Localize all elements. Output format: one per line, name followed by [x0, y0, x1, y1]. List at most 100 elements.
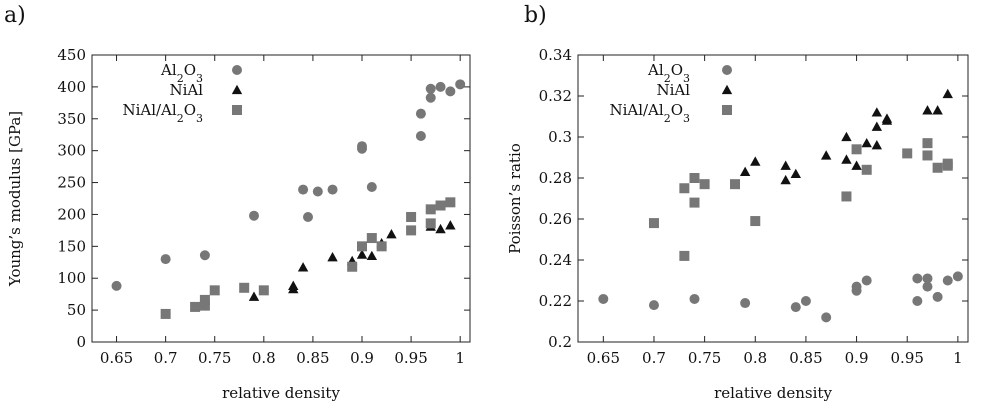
panel-b-poissons-ratio: b) 0.65 0.7 0.75 0.8 0.85 0.9 0.95 1 0.2 0.22 0.24 0… [506, 3, 969, 402]
legend-label: NiAl/Al2O3 [122, 101, 203, 125]
data-point-square [258, 285, 269, 296]
panel-label: a) [4, 3, 26, 28]
data-point-circle [415, 130, 426, 141]
y-tick-label: 100 [57, 269, 86, 287]
data-point-circle [312, 186, 323, 197]
legend-marker-triangle [231, 84, 243, 95]
y-tick-label: 150 [57, 237, 86, 255]
data-point-square [648, 218, 659, 229]
data-point-triangle [871, 140, 883, 150]
x-tick-label: 0.65 [100, 349, 133, 367]
panel-label: b) [524, 3, 547, 28]
x-tick-label: 0.7 [154, 349, 178, 367]
data-point-circle [298, 184, 309, 195]
series-circle [111, 79, 466, 291]
data-point-square [435, 200, 446, 211]
y-tick-label: 0.32 [539, 87, 572, 105]
data-point-circle [303, 211, 313, 222]
data-point-circle [952, 271, 963, 282]
data-point-circle [932, 291, 943, 302]
x-tick-label: 0.75 [688, 349, 721, 367]
data-point-square [425, 204, 436, 215]
data-point-square [689, 197, 700, 208]
data-point-triangle [841, 154, 852, 164]
y-tick-label: 0.2 [548, 333, 572, 351]
data-point-triangle [248, 291, 260, 301]
series-triangle [248, 220, 456, 301]
data-point-square [376, 241, 387, 252]
data-point-square [190, 301, 201, 312]
data-point-circle [800, 296, 811, 306]
data-point-circle [445, 86, 456, 97]
x-tick-label: 0.8 [743, 349, 767, 367]
x-tick-label: 0.95 [891, 349, 924, 367]
data-point-square [445, 197, 456, 208]
data-point-circle [861, 275, 872, 286]
data-point-circle [922, 273, 933, 284]
legend-marker-square [722, 105, 732, 115]
x-tick-label: 0.85 [296, 349, 329, 367]
series-circle [598, 271, 963, 323]
data-point-square [406, 225, 417, 236]
data-point-triangle [881, 113, 893, 123]
x-tick-label: 1 [953, 349, 963, 367]
y-tick-label: 350 [57, 110, 86, 128]
y-tick-label: 50 [67, 301, 86, 319]
y-tick-label: 0.34 [539, 46, 572, 64]
data-point-circle [366, 182, 377, 193]
data-point-triangle [780, 174, 791, 185]
data-point-square [199, 294, 210, 305]
legend-marker-circle [722, 65, 732, 75]
legend-label: NiAl [656, 81, 690, 99]
y-tick-label: 0.26 [539, 210, 572, 228]
x-axis-label: relative density [714, 384, 832, 402]
data-point-square [239, 282, 250, 293]
data-point-square [861, 164, 872, 175]
data-point-triangle [932, 105, 943, 115]
data-point-triangle [386, 229, 397, 239]
data-point-circle [425, 92, 436, 103]
data-point-triangle [750, 156, 761, 166]
data-point-triangle [739, 166, 751, 177]
data-point-circle [435, 81, 446, 92]
data-point-circle [415, 108, 426, 119]
data-point-square [209, 285, 220, 296]
data-point-circle [942, 275, 953, 286]
data-point-square [366, 233, 377, 244]
data-point-triangle [922, 105, 933, 115]
data-point-triangle [366, 250, 378, 261]
data-point-square [750, 216, 761, 227]
x-tick-label: 0.65 [587, 349, 620, 367]
data-point-square [922, 150, 933, 161]
data-point-triangle [356, 249, 368, 259]
data-point-triangle [820, 150, 832, 160]
y-tick-label: 400 [57, 78, 86, 96]
y-tick-label: 0.28 [539, 169, 572, 187]
y-tick-label: 0.22 [539, 292, 572, 310]
data-point-square [689, 173, 700, 183]
y-tick-label: 0.3 [548, 128, 572, 146]
x-axis-label: relative density [222, 384, 340, 402]
data-point-square [730, 179, 741, 190]
data-point-square [679, 250, 690, 261]
data-point-circle [249, 210, 259, 221]
data-point-circle [327, 184, 338, 195]
data-point-triangle [327, 251, 338, 262]
data-point-circle [648, 300, 659, 311]
data-point-square [922, 138, 933, 149]
data-point-circle [740, 298, 751, 309]
data-point-triangle [288, 280, 299, 291]
legend-label: NiAl/Al2O3 [609, 101, 690, 125]
data-point-square [942, 160, 953, 171]
data-point-triangle [942, 88, 953, 99]
y-axis-label: Young’s modulus [GPa] [6, 111, 24, 287]
legend-label: Al2O3 [160, 61, 203, 85]
data-point-circle [790, 302, 801, 313]
x-tick-label: 0.9 [350, 349, 374, 367]
data-point-square [902, 148, 913, 159]
data-point-circle [689, 293, 700, 304]
data-point-circle [912, 273, 923, 284]
data-point-circle [111, 280, 122, 291]
